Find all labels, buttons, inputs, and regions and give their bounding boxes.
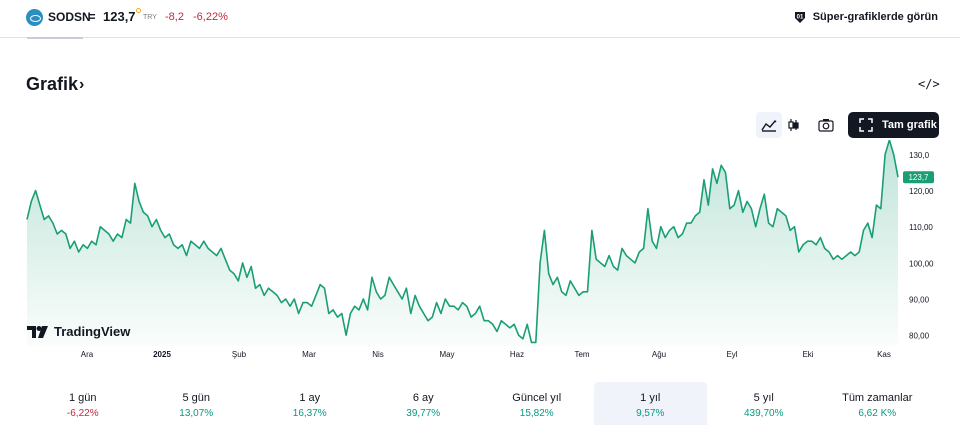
section-title[interactable]: Grafik <box>26 74 79 94</box>
period-tab[interactable]: 6 ay 39,77% <box>367 382 481 425</box>
tab-underline <box>27 37 83 39</box>
price-change-percent: -6,22% <box>193 11 228 23</box>
period-change: 39,77% <box>406 408 441 419</box>
y-tick-label: 80,00 <box>909 332 930 341</box>
period-tab[interactable]: 5 gün 13,07% <box>140 382 254 425</box>
camera-icon <box>818 119 834 132</box>
x-axis: Ara 2025 Şub Mar Nis May Haz Tem Ağu Eyl Eki Kas <box>81 350 891 359</box>
symbol-logo-icon <box>26 9 43 26</box>
x-tick-label: Ara <box>81 350 94 359</box>
period-label: Güncel yıl <box>512 392 562 404</box>
x-tick-label: Şub <box>232 350 247 359</box>
last-price-badge: 123,7 <box>903 171 934 184</box>
period-tab[interactable]: 1 ay 16,37% <box>253 382 367 425</box>
period-tab[interactable]: Tüm zamanlar 6,62 K% <box>821 382 935 425</box>
period-change: 9,57% <box>636 408 665 419</box>
price-area-fill <box>27 140 898 346</box>
last-price: 123,7 <box>103 9 136 24</box>
period-label: 6 ay <box>412 392 434 404</box>
market-status-icon <box>136 8 141 13</box>
period-tab[interactable]: 5 yıl 439,70% <box>707 382 821 425</box>
svg-text:01: 01 <box>796 15 803 21</box>
y-tick-label: 120,00 <box>909 187 934 196</box>
period-selector: 1 gün -6,22% 5 gün 13,07% 1 ay 16,37% 6 ay 39,7… <box>26 382 934 425</box>
candlestick-chart-button[interactable] <box>780 112 806 138</box>
period-change: 15,82% <box>519 408 554 419</box>
period-label: Tüm zamanlar <box>842 392 913 404</box>
chevron-right-icon[interactable]: › <box>79 76 85 93</box>
x-tick-label: Mar <box>302 350 316 359</box>
y-tick-label: 110,00 <box>909 223 933 232</box>
symbol-header-bar: SODSN = 123,7 TRY -8,2 -6,22% 01 Süper-g… <box>0 0 960 39</box>
tradingview-logo-text: TradingView <box>54 324 131 339</box>
x-tick-label: Tem <box>574 350 589 359</box>
price-line <box>26 140 899 344</box>
y-axis: 80,00 90,00 100,00 110,00 120,00 130,0 <box>909 151 934 341</box>
last-price-badge-label: 123,7 <box>908 173 929 182</box>
x-tick-label: Ağu <box>652 350 666 359</box>
y-tick-label: 90,00 <box>909 296 930 305</box>
period-label: 1 ay <box>299 392 321 404</box>
y-tick-label: 130,0 <box>909 151 930 160</box>
y-tick-label: 100,00 <box>909 259 934 268</box>
period-label: 1 gün <box>68 392 97 404</box>
tradingview-diamond-icon: 01 <box>794 12 805 23</box>
x-tick-label: May <box>439 350 454 359</box>
period-change: 6,62 K% <box>858 408 897 419</box>
candlestick-icon <box>788 119 799 131</box>
price-chart[interactable]: 80,00 90,00 100,00 110,00 120,00 130,0 Ara 202… <box>0 140 960 370</box>
embed-code-icon[interactable]: </> <box>918 77 940 91</box>
snapshot-button[interactable] <box>813 112 839 138</box>
x-tick-label: Kas <box>877 350 891 359</box>
tradingview-logo[interactable]: TradingView <box>27 324 130 339</box>
tradingview-logo-icon <box>27 325 48 338</box>
symbol-equals: = <box>88 9 96 24</box>
fullscreen-icon <box>859 118 873 132</box>
period-change: 13,07% <box>179 408 214 419</box>
period-tab[interactable]: 1 yıl 9,57% <box>593 382 707 425</box>
supercharts-link-label: Süper-grafiklerde görün <box>812 11 938 23</box>
currency-code: TRY <box>143 14 157 21</box>
x-tick-label: 2025 <box>153 350 171 359</box>
period-change: 439,70% <box>744 408 784 419</box>
full-chart-button[interactable]: Tam grafik <box>848 112 939 138</box>
period-change: -6,22% <box>66 408 99 419</box>
x-tick-label: Nis <box>372 350 384 359</box>
x-tick-label: Eyl <box>726 350 737 359</box>
x-tick-label: Eki <box>802 350 813 359</box>
price-change: -8,2 <box>165 11 184 23</box>
period-change: 16,37% <box>292 408 327 419</box>
supercharts-link[interactable]: 01 Süper-grafiklerde görün <box>793 10 938 24</box>
x-tick-label: Haz <box>510 350 524 359</box>
symbol-name[interactable]: SODSN <box>48 10 91 24</box>
area-chart-icon <box>761 119 777 132</box>
last-price-badge-bg <box>903 171 934 184</box>
area-chart-button[interactable] <box>756 112 782 138</box>
period-label: 1 yıl <box>640 392 661 404</box>
period-label: 5 yıl <box>753 392 774 404</box>
period-label: 5 gün <box>182 392 211 404</box>
period-tab[interactable]: 1 gün -6,22% <box>26 382 140 425</box>
full-chart-label: Tam grafik <box>882 119 937 131</box>
period-tab[interactable]: Güncel yıl 15,82% <box>480 382 594 425</box>
